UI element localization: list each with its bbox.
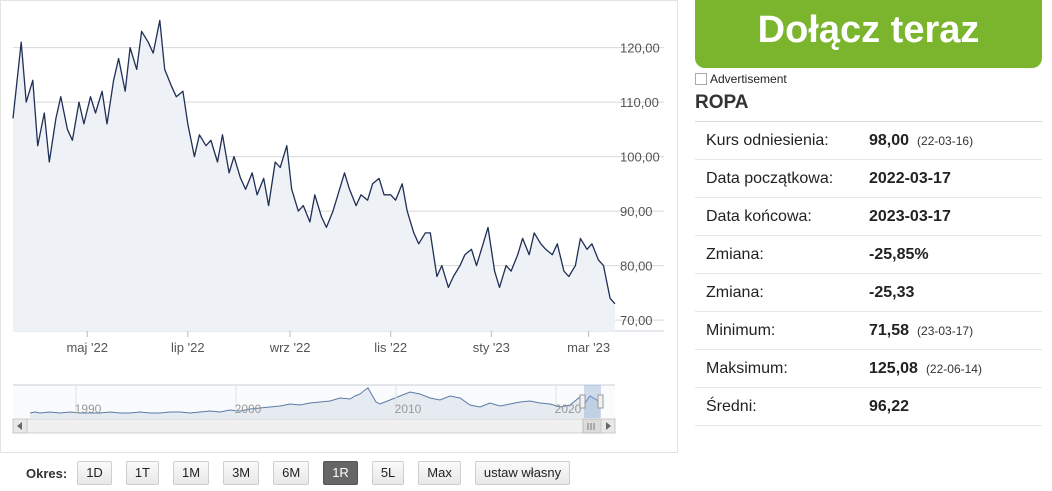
- instrument-name: ROPA: [695, 92, 749, 113]
- period-buttons: 1D 1T 1M 3M 6M 1R 5L Max ustaw własny: [77, 461, 584, 485]
- period-button-1m[interactable]: 1M: [173, 461, 210, 485]
- stats-label: Data początkowa:: [706, 169, 834, 187]
- period-button-max[interactable]: Max: [418, 461, 461, 485]
- period-button-1t[interactable]: 1T: [125, 461, 159, 485]
- stats-label: Zmiana:: [706, 245, 764, 263]
- y-tick-label: 110,00: [620, 95, 659, 110]
- stats-label: Średni:: [706, 397, 757, 415]
- stats-row: Data początkowa: 2022-03-17: [695, 160, 1042, 198]
- navigator-year-label: 1990: [75, 402, 102, 416]
- y-tick-label: 100,00: [620, 150, 660, 165]
- stats-row: Minimum: 71,58 (23-03-17): [695, 312, 1042, 350]
- navigator-selection[interactable]: [584, 385, 601, 418]
- stats-value-cell: 2023-03-17: [869, 198, 1042, 236]
- stats-label: Data końcowa:: [706, 207, 812, 225]
- stats-row: Zmiana: -25,85%: [695, 236, 1042, 274]
- broken-image-icon: [695, 73, 707, 85]
- stats-value: -25,33: [869, 283, 915, 301]
- instrument-stats-table: Kurs odniesienia: 98,00 (22-03-16) Data poc…: [695, 121, 1042, 426]
- navigator-handle-left[interactable]: [579, 394, 586, 409]
- x-tick-label: lip '22: [171, 340, 205, 355]
- x-tick-label: lis '22: [374, 340, 407, 355]
- y-tick-label: 90,00: [620, 204, 653, 219]
- navigator-year-label: 2000: [235, 402, 262, 416]
- stats-label: Zmiana:: [706, 283, 764, 301]
- period-button-1d[interactable]: 1D: [77, 461, 112, 485]
- stats-value: 125,08: [869, 359, 918, 377]
- y-tick-label: 120,00: [620, 41, 660, 56]
- chart-svg: 70,00 80,00 90,00 100,00 110,00 120,00 maj '22…: [0, 0, 678, 453]
- stats-value-cell: 98,00 (22-03-16): [869, 122, 1042, 160]
- stats-date: (23-03-17): [917, 323, 974, 338]
- stats-value: 71,58: [869, 321, 910, 339]
- stats-value-cell: -25,85%: [869, 236, 1042, 274]
- stats-row: Kurs odniesienia: 98,00 (22-03-16): [695, 121, 1042, 160]
- stats-row: Zmiana: -25,33: [695, 274, 1042, 312]
- stats-value: 98,00: [869, 131, 910, 149]
- stats-value: 2022-03-17: [869, 169, 951, 187]
- scrollbar-track[interactable]: [12, 418, 616, 434]
- stats-value: -25,85%: [869, 245, 929, 263]
- stats-label: Maksimum:: [706, 359, 788, 377]
- series-area: [13, 20, 615, 332]
- stats-value-cell: 71,58 (23-03-17): [869, 312, 1042, 350]
- y-tick-label: 70,00: [620, 313, 653, 328]
- x-tick-label: mar '23: [567, 340, 610, 355]
- stats-row: Maksimum: 125,08 (22-06-14): [695, 350, 1042, 388]
- chart-frame: [0, 0, 678, 453]
- scrollbar-thumb[interactable]: [582, 418, 602, 434]
- x-tick-label: wrz '22: [269, 340, 311, 355]
- advertisement-alt-text: Advertisement: [710, 72, 787, 86]
- arrow-right-icon: [606, 422, 611, 430]
- arrow-left-icon: [17, 422, 22, 430]
- navigator-handle-right[interactable]: [597, 394, 604, 409]
- stats-date: (22-06-14): [925, 361, 982, 376]
- period-button-ustaw-własny[interactable]: ustaw własny: [474, 461, 571, 485]
- period-button-3m[interactable]: 3M: [223, 461, 260, 485]
- stats-value: 96,22: [869, 397, 910, 415]
- stats-value: 2023-03-17: [869, 207, 951, 225]
- x-tick-label: maj '22: [66, 340, 108, 355]
- join-now-button[interactable]: Dołącz teraz: [695, 0, 1042, 68]
- stats-label: Kurs odniesienia:: [706, 131, 829, 149]
- y-tick-label: 80,00: [620, 259, 653, 274]
- advertisement[interactable]: Advertisement: [695, 72, 787, 86]
- stats-date: (22-03-16): [917, 133, 974, 148]
- period-button-6m[interactable]: 6M: [273, 461, 310, 485]
- stats-value-cell: 96,22: [869, 388, 1042, 426]
- period-button-1r[interactable]: 1R: [323, 461, 358, 485]
- period-selector: Okres: 1D 1T 1M 3M 6M 1R 5L Max ustaw własny: [26, 460, 584, 486]
- navigator-year-label: 2010: [395, 402, 422, 416]
- stats-label: Minimum:: [706, 321, 776, 339]
- period-button-5l[interactable]: 5L: [371, 461, 405, 485]
- navigator-line: [29, 387, 601, 414]
- x-tick-label: sty '23: [473, 340, 510, 355]
- period-label: Okres:: [26, 465, 68, 481]
- stats-value-cell: 2022-03-17: [869, 160, 1042, 198]
- stats-value-cell: 125,08 (22-06-14): [869, 350, 1042, 388]
- stats-value-cell: -25,33: [869, 274, 1042, 312]
- stats-row: Data końcowa: 2023-03-17: [695, 198, 1042, 236]
- stats-row: Średni: 96,22: [695, 388, 1042, 426]
- series-line: [12, 19, 616, 305]
- price-chart: 70,00 80,00 90,00 100,00 110,00 120,00 maj '22…: [0, 0, 678, 453]
- navigator-year-label: 2020: [555, 402, 582, 416]
